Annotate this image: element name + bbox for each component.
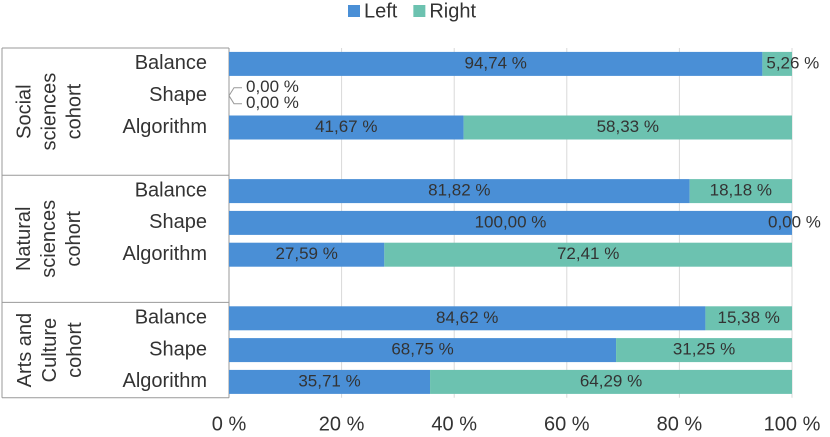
value-label: 72,41 % [557, 244, 619, 263]
value-label: 0,00 % [246, 77, 299, 96]
bar-segment [229, 369, 431, 394]
leader [228, 87, 242, 105]
y-tick-label: Balance [135, 179, 207, 201]
bar-segment [384, 242, 792, 267]
value-label: 0,00 % [246, 93, 299, 112]
y-tick-label: Shape [149, 211, 207, 233]
value-label: 58,33 % [597, 117, 659, 136]
value-label: 100,00 % [475, 212, 547, 231]
value-label: 18,18 % [710, 181, 772, 200]
bar-segment [229, 179, 690, 204]
y-tick-label: Shape [149, 338, 207, 360]
legend-label: Right [429, 0, 476, 22]
value-label: 31,25 % [673, 340, 735, 359]
bar-segment [705, 306, 792, 331]
value-label: 64,29 % [580, 371, 642, 390]
legend-swatch [348, 5, 360, 17]
bar-segment [689, 179, 792, 204]
legend-swatch [413, 5, 426, 17]
value-label: 41,67 % [315, 117, 377, 136]
group-label-box: Natural sciences cohort [13, 199, 86, 278]
group-label-box: Arts and Culture cohort [13, 312, 86, 388]
bar-segment [616, 338, 792, 363]
group-label: Social sciences cohort [13, 72, 86, 151]
x-tick-label: 100 % [764, 413, 821, 435]
y-tick-label: Balance [135, 52, 207, 74]
bar-segment [430, 369, 792, 394]
value-label: 15,38 % [718, 308, 780, 327]
bar-segment [463, 115, 792, 140]
y-tick-label: Algorithm [123, 116, 207, 138]
x-tick-label: 80 % [657, 413, 703, 435]
bar-segment [229, 115, 464, 140]
y-tick-label: Shape [149, 84, 207, 106]
x-tick-label: 60 % [544, 413, 590, 435]
value-label: 68,75 % [391, 340, 453, 359]
bar-segment [229, 306, 706, 331]
value-label: 84,62 % [436, 308, 498, 327]
bar-segment [762, 51, 792, 76]
x-tick-label: 20 % [319, 413, 365, 435]
group-label: Arts and Culture cohort [13, 312, 86, 388]
value-label: 0,00 % [768, 212, 821, 231]
x-tick-label: 40 % [431, 413, 477, 435]
group-label-box: Social sciences cohort [13, 72, 86, 151]
value-label: 94,74 % [464, 53, 526, 72]
y-tick-label: Algorithm [123, 243, 207, 265]
bar-segment [229, 338, 617, 363]
bar-segment [229, 51, 763, 76]
x-tick-label: 0 % [212, 413, 247, 435]
legend-label: Left [364, 0, 398, 22]
y-tick-label: Algorithm [123, 370, 207, 392]
value-label: 35,71 % [298, 371, 360, 390]
group-label: Natural sciences cohort [13, 199, 86, 278]
value-label: 27,59 % [275, 244, 337, 263]
value-label: 81,82 % [428, 181, 490, 200]
bar-segment [229, 210, 792, 235]
value-label: 5,26 % [766, 53, 819, 72]
bar-segment [229, 242, 385, 267]
y-tick-label: Balance [135, 307, 207, 329]
